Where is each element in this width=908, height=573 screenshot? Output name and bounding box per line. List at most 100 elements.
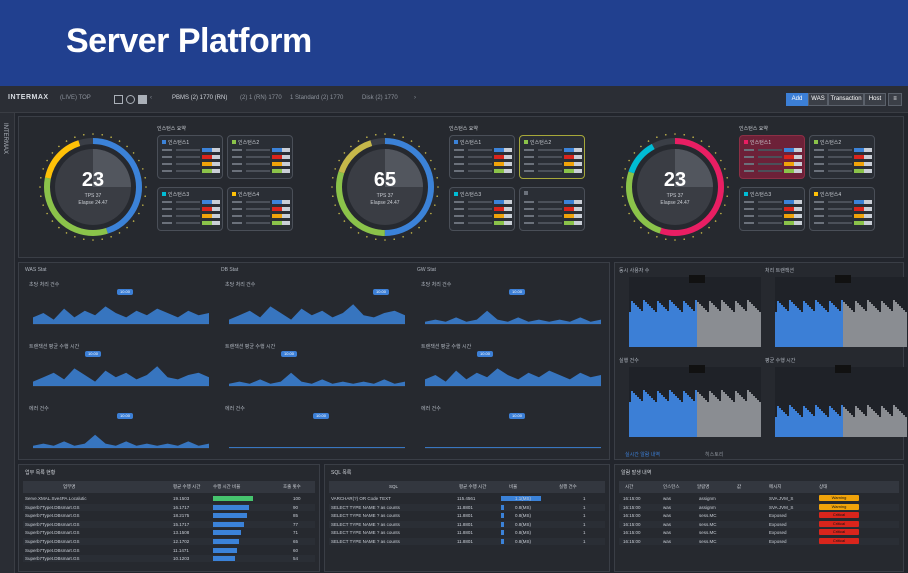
table-row[interactable]: 16:15:00 was assignm SVA.JVM_S Warning: [619, 495, 899, 502]
chart-bar: [793, 304, 795, 347]
instance-name: 인스턴스2: [238, 140, 260, 146]
sql-text: SELECT TYPE NAME ? as counts: [331, 521, 400, 527]
instance-metric-row: [524, 200, 582, 204]
instance-box[interactable]: 인스턴스1: [157, 135, 223, 179]
table-row[interactable]: SELECT TYPE NAME ? as counts 11.8801 0.8(M…: [329, 503, 605, 511]
chart-bar: [711, 303, 713, 347]
bar-noise-chart: [775, 277, 907, 347]
gauge-tick: [357, 140, 360, 142]
chart-bar: [645, 392, 647, 437]
instance-box[interactable]: 인스턴스3: [739, 187, 805, 231]
chart-bar: [867, 300, 869, 347]
instance-box-header: 인스턴스2: [524, 139, 551, 146]
chart-area: [229, 304, 405, 324]
instance-box[interactable]: 인스턴스4: [227, 187, 293, 231]
table-row[interactable]: SELECT TYPE NAME ? as counts 11.8801 0.8(M…: [329, 529, 605, 536]
metric-bar-track: [468, 208, 492, 210]
table-row[interactable]: 16:15:00 was assignm SVA.JVM_S Warning: [619, 503, 899, 511]
instance-box[interactable]: [519, 187, 585, 231]
chart-bar: [645, 302, 647, 347]
tab-disk[interactable]: Disk (2) 1770: [362, 95, 398, 101]
was-button[interactable]: WAS: [808, 93, 828, 106]
settings-icon[interactable]: [126, 95, 135, 104]
gauge-panel: 23 TPS 37 Elapse 24.47 인스턴스 요약 인스턴스1 인스턴스2 인스턴…: [18, 116, 904, 258]
tab-3[interactable]: 1 Standard (2) 1770: [290, 95, 344, 101]
table-header-cell: 평균 수행 시간: [459, 484, 487, 489]
tab-pbms[interactable]: PBMS (2) 1770 (RN): [172, 95, 228, 101]
table-row[interactable]: Superb7Typet.DBsmart.GS 13.1508 71: [23, 529, 315, 536]
metric-value: [794, 155, 802, 159]
metric-bar: [564, 148, 574, 152]
instance-metric-row: [232, 155, 290, 159]
chart-bar: [651, 308, 653, 347]
menu-icon[interactable]: ≡: [888, 93, 902, 106]
chart-bar: [775, 312, 777, 347]
chart-bar: [839, 416, 841, 437]
table-header-cell: 호출 횟수: [283, 484, 301, 489]
metric-label: [232, 149, 242, 151]
table-row[interactable]: 16:15:00 was sess.MC Exposed Critical: [619, 529, 899, 536]
table-row[interactable]: SELECT TYPE NAME ? as counts 11.8801 0.8(M…: [329, 520, 605, 528]
chart-bar: [687, 395, 689, 437]
chevron-left-icon[interactable]: ‹: [150, 95, 152, 101]
table-row[interactable]: 16:15:00 was sess.MC Exposed Critical: [619, 538, 899, 545]
banner: Server Platform: [0, 0, 908, 86]
chart-bar: [637, 397, 639, 437]
table-row[interactable]: 16:15:00 was sess.MC Exposed Critical: [619, 512, 899, 519]
metric-bar-track: [176, 201, 200, 203]
table-row[interactable]: VARCHAR(?) OR Code TEXT 115.4561 1.1(MS) 1: [329, 495, 605, 502]
alarm-instance: was: [663, 521, 672, 527]
chart-bar: [715, 307, 717, 347]
user-icon[interactable]: [114, 95, 123, 104]
table-row[interactable]: Superb7Typet.DBsmart.GS 11.1471 60: [23, 547, 315, 554]
table-row[interactable]: Superb7Typet.DBsmart.GS 18.2175 85: [23, 512, 315, 519]
instance-box[interactable]: 인스턴스1: [739, 135, 805, 179]
table-row[interactable]: Serve.XMAL.Sve4PA.Localutic 19.1503 100: [23, 495, 315, 502]
chart-bar: [861, 412, 863, 437]
table-row[interactable]: Superb7Typet.DBsmart.GS 10.1203 54: [23, 555, 315, 563]
history-tab[interactable]: 히스토리: [705, 452, 724, 458]
chart-bar: [675, 396, 677, 437]
gauge-tick: [708, 226, 710, 229]
instance-box[interactable]: 인스턴스2: [519, 135, 585, 179]
instance-box[interactable]: 인스턴스1: [449, 135, 515, 179]
realtime-alarm-tab[interactable]: 실시간 알람 내역: [625, 452, 660, 458]
metric-value: [504, 155, 512, 159]
instance-metric-row: [232, 214, 290, 218]
chart-bar: [669, 300, 671, 347]
table-row[interactable]: Superb7Typet.DBsmart.GS 15.1717 77: [23, 520, 315, 528]
tab-live[interactable]: (LIVE) TOP: [60, 95, 91, 101]
host-button[interactable]: Host: [864, 93, 886, 106]
tab-2[interactable]: (2) 1 (RN) 1770: [240, 95, 282, 101]
chart-bar: [665, 309, 667, 347]
transaction-button[interactable]: Transaction: [828, 93, 864, 106]
banner-title: Server Platform: [66, 22, 312, 60]
metric-label: [454, 215, 464, 217]
table-row[interactable]: Superb7Typet.DBsmart.GS 12.1702 65: [23, 538, 315, 545]
ratio-bar: [213, 539, 239, 544]
chart-bar: [659, 303, 661, 347]
instance-box[interactable]: 인스턴스2: [809, 135, 875, 179]
sql-list-panel: SQL 목록 SQL 평균 수행 시간 비율 실행 건수 VARCHAR(?) OR C…: [324, 464, 610, 572]
chevron-right-icon[interactable]: ›: [414, 95, 416, 101]
instance-box[interactable]: 인스턴스2: [227, 135, 293, 179]
gauge-2: 23 TPS 37 Elapse 24.47: [619, 131, 731, 243]
chart-bar: [797, 308, 799, 347]
instance-box[interactable]: 인스턴스4: [809, 187, 875, 231]
chart-bar: [895, 302, 897, 347]
table-row[interactable]: SELECT TYPE NAME ? as counts 11.8801 0.8(M…: [329, 512, 605, 519]
add-button[interactable]: Add: [786, 93, 808, 106]
chart-bar: [883, 303, 885, 347]
instance-metric-row: [524, 214, 582, 218]
gauge-tick: [145, 186, 147, 188]
instance-box[interactable]: 인스턴스3: [157, 187, 223, 231]
table-row[interactable]: Superb7Typet.DBsmart.GS 16.1717 90: [23, 503, 315, 511]
table-header-cell: 평균 수행 시간: [173, 484, 201, 489]
table-row[interactable]: SELECT TYPE NAME ? as counts 11.8801 0.8(M…: [329, 538, 605, 545]
instance-box[interactable]: 인스턴스3: [449, 187, 515, 231]
alarm-status-badge: Critical: [819, 538, 859, 544]
grid-icon[interactable]: [138, 95, 147, 104]
table-row[interactable]: 16:15:00 was sess.MC Exposed Critical: [619, 520, 899, 528]
metric-row-title: 에러 건수: [421, 406, 441, 412]
metric-bar-track: [538, 222, 562, 224]
